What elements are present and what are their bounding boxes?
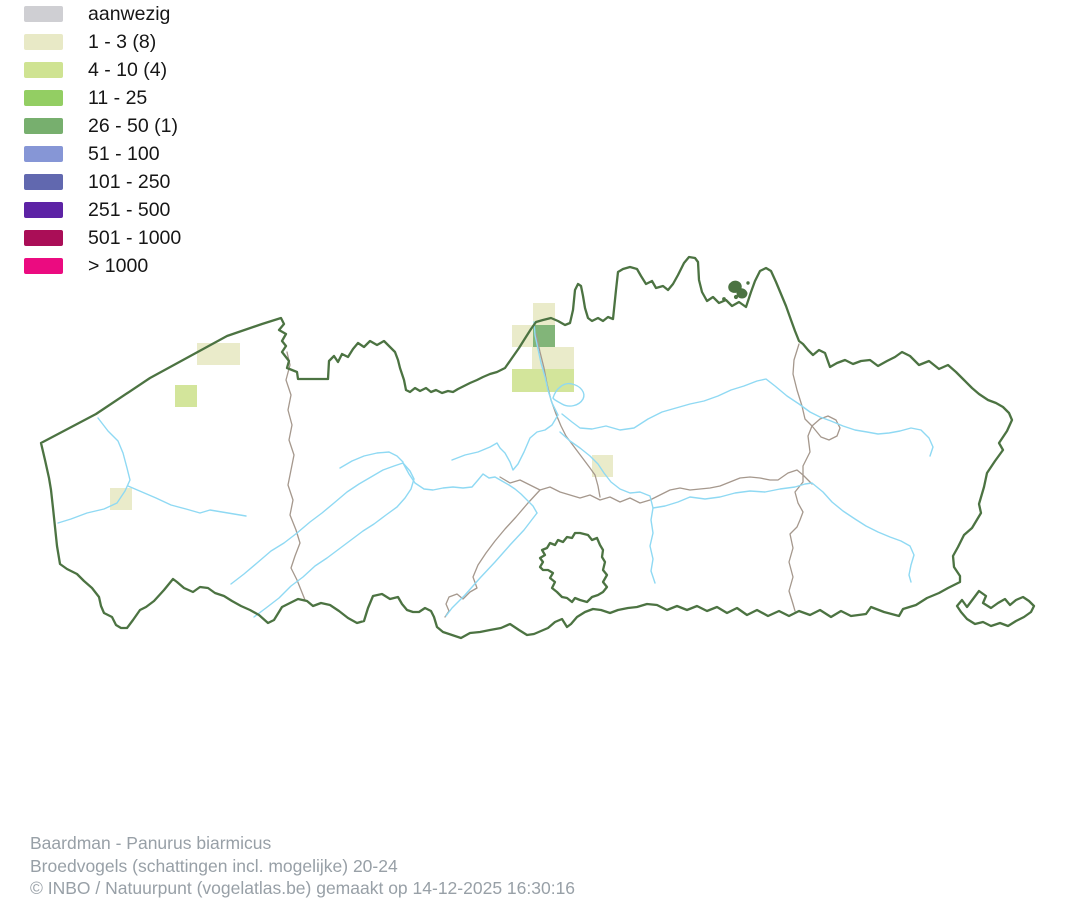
map-square-1-3 <box>110 488 132 510</box>
legend-label: 51 - 100 <box>88 142 160 165</box>
legend: aanwezig 1 - 3 (8) 4 - 10 (4) 11 - 25 26 - 5… <box>24 0 181 280</box>
species-title: Baardman - Panurus biarmicus <box>30 833 272 853</box>
legend-swatch-501-1000 <box>24 230 63 246</box>
province-border-west-east-flanders <box>285 351 306 601</box>
river-upper-scheldt <box>253 462 415 618</box>
province-borders <box>285 333 841 618</box>
legend-item: 51 - 100 <box>24 140 181 168</box>
legend-label: 26 - 50 (1) <box>88 114 178 137</box>
baarle-hertog-blobs <box>722 280 750 301</box>
map-square-1-3 <box>532 347 553 369</box>
region-outline <box>39 255 1036 640</box>
dataset-subtitle: Broedvogels (schattingen incl. mogelijke… <box>30 855 398 876</box>
legend-label: 501 - 1000 <box>88 226 182 249</box>
map-square-4-10 <box>175 385 197 407</box>
river-demer <box>652 482 915 583</box>
province-border-scheldt <box>535 333 601 498</box>
legend-swatch->1000 <box>24 258 63 274</box>
copyright-line: © INBO / Natuurpunt (vogelatlas.be) gema… <box>30 878 576 898</box>
river-ijzer-branch <box>127 485 247 517</box>
legend-swatch-1-3 <box>24 34 63 50</box>
river-scheldt-meander <box>402 462 538 514</box>
legend-label: 4 - 10 (4) <box>88 58 168 81</box>
legend-swatch-11-25 <box>24 90 63 106</box>
voeren-outline <box>955 589 1036 628</box>
legend-swatch-251-500 <box>24 202 63 218</box>
flanders-outline <box>39 255 1014 640</box>
legend-label: > 1000 <box>88 254 149 277</box>
legend-label: 251 - 500 <box>88 198 171 221</box>
legend-swatch-51-100 <box>24 146 63 162</box>
legend-swatch-101-250 <box>24 174 63 190</box>
river-ijzer <box>57 417 131 524</box>
river-scheldt-loop <box>552 382 585 407</box>
map-square-4-10 <box>533 369 554 392</box>
river-near-ghent <box>339 451 404 469</box>
province-border-southwest <box>444 489 541 618</box>
map-square-4-10 <box>512 369 533 392</box>
legend-swatch-26-50 <box>24 118 63 134</box>
province-border-brabant <box>499 469 813 504</box>
legend-label: 11 - 25 <box>88 86 148 109</box>
river-dender <box>445 512 538 617</box>
map-attribution: Baardman - Panurus biarmicus Broedvogels… <box>30 832 575 900</box>
river-dijle <box>559 431 656 584</box>
legend-label: 1 - 3 (8) <box>88 30 157 53</box>
river-leie <box>230 462 404 585</box>
river-nete <box>561 378 934 457</box>
legend-item: > 1000 <box>24 252 181 280</box>
province-border-limburg <box>788 343 813 612</box>
map-square-1-3 <box>553 347 574 369</box>
legend-item: 501 - 1000 <box>24 224 181 252</box>
legend-label: 101 - 250 <box>88 170 171 193</box>
legend-item: 251 - 500 <box>24 196 181 224</box>
legend-item: 11 - 25 <box>24 84 181 112</box>
map-square-4-10 <box>554 369 574 392</box>
rivers <box>57 321 934 618</box>
map-square-1-3 <box>592 455 613 477</box>
map-squares-layer <box>110 303 613 510</box>
legend-item: aanwezig <box>24 0 181 28</box>
legend-item: 101 - 250 <box>24 168 181 196</box>
legend-swatch-4-10 <box>24 62 63 78</box>
map-square-1-3 <box>512 325 533 347</box>
brussels-enclave-outline <box>538 531 609 604</box>
river-scheldt-north <box>451 321 559 471</box>
legend-item: 1 - 3 (8) <box>24 28 181 56</box>
map-square-26-50 <box>533 325 555 347</box>
legend-swatch-present <box>24 6 63 22</box>
legend-item: 4 - 10 (4) <box>24 56 181 84</box>
legend-item: 26 - 50 (1) <box>24 112 181 140</box>
legend-label: aanwezig <box>88 2 171 25</box>
map-square-1-3 <box>218 343 240 365</box>
